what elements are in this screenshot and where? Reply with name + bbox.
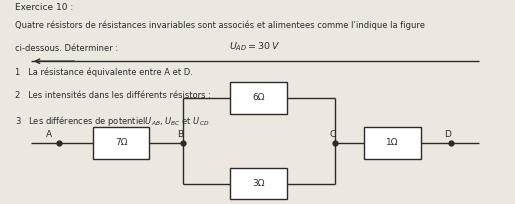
Text: 2   Les intensités dans les différents résistors :: 2 Les intensités dans les différents rés… bbox=[15, 91, 211, 100]
Text: $U_{AD} = 30\,V$: $U_{AD} = 30\,V$ bbox=[229, 41, 281, 53]
Text: Exercice 10 :: Exercice 10 : bbox=[15, 3, 74, 12]
Bar bbox=[230, 82, 287, 114]
Text: A: A bbox=[46, 130, 52, 139]
Bar bbox=[230, 168, 287, 200]
Text: B: B bbox=[177, 130, 183, 139]
Text: Quatre résistors de résistances invariables sont associés et alimentees comme l’: Quatre résistors de résistances invariab… bbox=[15, 20, 425, 30]
Text: 3   Les différences de potentiel$U_{AB}$, $U_{BC}$ et $U_{CD}$: 3 Les différences de potentiel$U_{AB}$, … bbox=[15, 114, 210, 128]
Bar bbox=[364, 127, 421, 159]
Text: 6Ω: 6Ω bbox=[252, 93, 265, 102]
Bar bbox=[93, 127, 149, 159]
Text: 7Ω: 7Ω bbox=[115, 138, 127, 147]
Text: D: D bbox=[444, 130, 452, 139]
Text: ci-dessous. Déterminer :: ci-dessous. Déterminer : bbox=[15, 44, 118, 53]
Text: 1   La résistance équivalente entre A et D.: 1 La résistance équivalente entre A et D… bbox=[15, 67, 193, 77]
Text: 3Ω: 3Ω bbox=[252, 179, 265, 188]
Text: C: C bbox=[329, 130, 335, 139]
Text: 1Ω: 1Ω bbox=[386, 138, 399, 147]
